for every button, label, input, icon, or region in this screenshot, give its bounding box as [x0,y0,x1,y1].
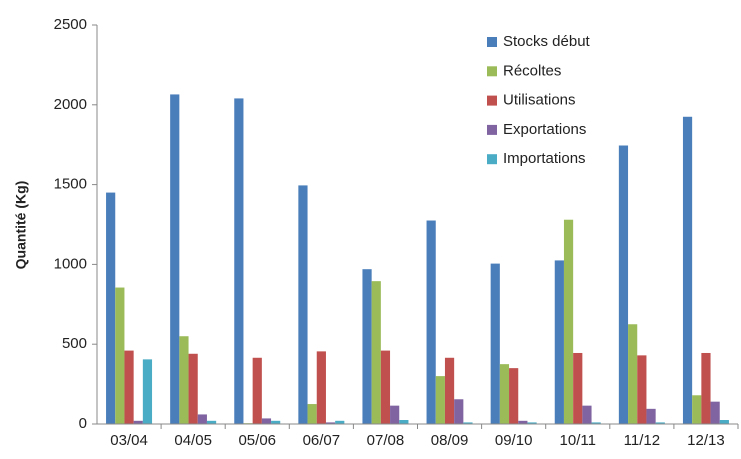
bar [170,94,180,425]
bar [554,260,564,424]
bar [655,422,665,424]
bar [197,414,207,424]
bar [362,269,372,424]
bar [307,404,317,424]
bar [719,420,729,424]
bar [188,353,198,424]
x-tick-label: 03/04 [110,432,148,449]
bar [490,263,500,424]
bar [206,420,217,424]
bar [435,376,445,424]
bar [582,405,592,424]
x-tick-label: 10/11 [560,432,596,449]
bar [335,420,345,424]
legend-swatch [487,124,497,135]
legend-label: Stocks début [503,33,591,50]
bar [509,368,519,424]
bar [325,422,336,424]
bar [591,422,601,424]
bar [701,352,711,424]
bar [371,281,381,424]
bar [426,220,436,424]
y-tick-label: 1000 [54,255,87,272]
bar [628,324,638,424]
bar [573,352,583,424]
legend-swatch [487,66,497,77]
bar [261,418,272,424]
y-tick-label: 2000 [54,96,87,113]
y-axis-label: Quantité (Kg) [13,181,29,270]
bar [527,422,537,424]
bar [646,408,656,424]
bar [252,357,262,424]
legend-swatch [487,37,497,47]
bar [106,192,116,424]
bar [179,336,189,424]
bar [380,350,391,424]
x-tick-label: 04/05 [174,432,212,449]
bar [710,401,720,424]
bar [133,420,143,424]
x-tick-label: 08/09 [431,432,469,449]
x-tick-label: 12/13 [687,432,725,449]
bar [115,287,125,424]
bar [518,420,528,424]
y-tick-label: 2500 [54,16,87,33]
x-tick-label: 07/08 [367,432,405,449]
bar [692,395,702,424]
x-tick-label: 06/07 [303,432,341,449]
bar [444,357,455,424]
bar [618,145,629,425]
bar [271,420,281,424]
legend-label: Récoltes [503,62,561,79]
x-tick-label: 05/06 [238,432,276,449]
x-tick-label: 11/12 [624,432,660,449]
bar [298,185,308,424]
bar [682,116,693,425]
y-tick-label: 1500 [54,176,87,193]
bar [234,98,244,424]
y-tick-label: 500 [62,335,87,352]
bar [454,399,464,424]
bar [399,420,409,424]
bar [463,422,473,424]
bar [390,405,400,424]
legend-label: Utilisations [503,92,576,109]
legend-swatch [487,95,497,106]
bar [142,359,153,424]
y-tick-label: 0 [79,415,87,432]
legend-swatch [487,154,497,165]
legend-label: Exportations [503,121,586,138]
legend-label: Importations [503,150,586,167]
bar [637,355,647,424]
x-tick-label: 09/10 [495,432,533,449]
bar [563,219,574,424]
bar [499,364,510,424]
bar [316,351,326,424]
bar [124,350,134,424]
